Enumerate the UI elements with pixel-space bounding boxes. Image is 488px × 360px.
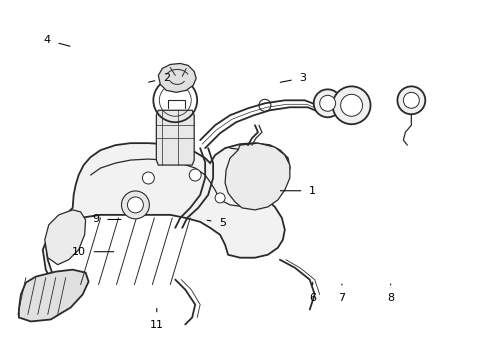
Text: 10: 10 — [72, 247, 113, 257]
Circle shape — [403, 92, 419, 108]
Text: 8: 8 — [386, 284, 393, 303]
Text: 11: 11 — [149, 309, 163, 330]
Text: 2: 2 — [148, 73, 170, 83]
Circle shape — [127, 197, 143, 213]
Text: 5: 5 — [207, 218, 225, 228]
Circle shape — [340, 94, 362, 116]
Circle shape — [397, 86, 425, 114]
Circle shape — [319, 95, 335, 111]
Circle shape — [189, 169, 201, 181]
Circle shape — [215, 193, 224, 203]
Circle shape — [313, 89, 341, 117]
Polygon shape — [224, 143, 289, 210]
Polygon shape — [19, 270, 88, 321]
Polygon shape — [42, 143, 289, 289]
Text: 6: 6 — [308, 282, 316, 303]
Circle shape — [142, 172, 154, 184]
Circle shape — [121, 191, 149, 219]
Polygon shape — [45, 210, 85, 265]
Text: 3: 3 — [280, 73, 306, 83]
Circle shape — [332, 86, 370, 124]
Polygon shape — [156, 110, 194, 165]
Text: 4: 4 — [43, 35, 70, 46]
Text: 9: 9 — [92, 215, 121, 224]
Text: 1: 1 — [280, 186, 316, 196]
Polygon shape — [158, 63, 196, 92]
Text: 7: 7 — [338, 284, 345, 303]
